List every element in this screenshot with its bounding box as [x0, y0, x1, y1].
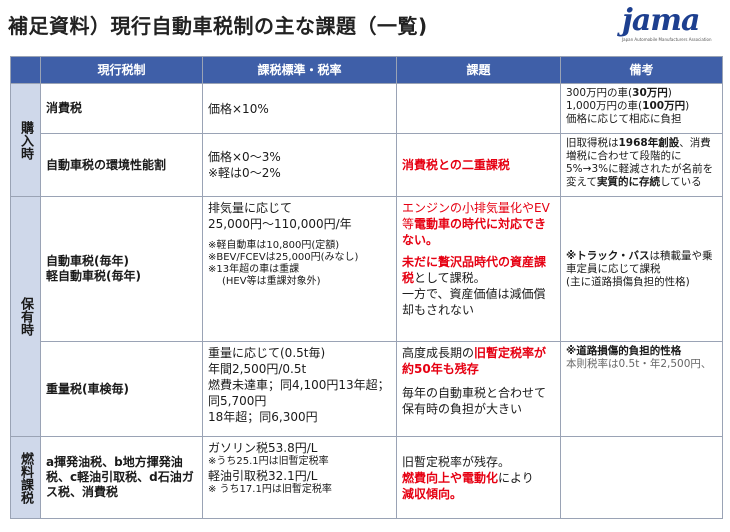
header-name: 現行税制	[40, 56, 203, 84]
table-row: 自動車税の環境性能割 価格×0～3% ※軽は0～2% 消費税との二重課税 旧取得…	[11, 133, 723, 197]
issue-text: として課税。	[414, 271, 486, 285]
remark-text: )	[667, 87, 672, 99]
issue-red-bold: 燃費向上や電動化	[402, 470, 499, 485]
remark-text: は積載量や乗車定員に応じて課税	[566, 249, 713, 275]
table-row: 重量税(車検毎) 重量に応じて(0.5t毎) 年間2,500円/0.5t 燃費未…	[11, 341, 723, 437]
remark-text: 旧取得税は	[566, 137, 619, 149]
issue-red-bold: 電動車の時代に対応できない。	[402, 217, 547, 247]
cell-remarks	[560, 436, 723, 519]
cell-remarks: ※道路損傷的負担的性格 本則税率は0.5t・年2,500円、	[560, 341, 723, 437]
standard-line: ※軽は0～2%	[208, 166, 281, 180]
cell-remarks: 旧取得税は1968年創設、消費増税に合わせて段階的に5%→3%に軽減されたが名前…	[560, 133, 723, 197]
header-issue: 課題	[396, 56, 561, 84]
standard-line: 25,000円～110,000円/年	[208, 217, 352, 231]
table-row: 購入時 消費税 価格×10% 300万円の車(30万円) 1,000万円の車(1…	[10, 83, 723, 197]
header-standard: 課税標準・税率	[202, 56, 397, 84]
remark-text: 300万円の車(	[566, 87, 633, 99]
standard-line: 燃費未達車；同4,100円13年超；同5,700円	[208, 378, 390, 408]
issue-red-bold: 減収傾向。	[402, 486, 463, 501]
issue-text: 旧暫定税率が残存。	[402, 454, 511, 469]
remark-text: している	[659, 176, 702, 188]
cell-remarks: ※トラック・バスは積載量や乗車定員に応じて課税 (主に道路損傷負担的性格)	[560, 196, 723, 342]
section-purchase: 購入時	[10, 83, 41, 197]
cell-remarks: 300万円の車(30万円) 1,000万円の車(100万円) 価格に応じて相応に…	[560, 83, 723, 134]
standard-note: ※軽自動車は10,800円(定額)	[208, 240, 340, 251]
cell-issue: 旧暫定税率が残存。 燃費向上や電動化により 減収傾向。	[396, 436, 561, 519]
standard-line: 18年超；同6,300円	[208, 410, 318, 424]
cell-standard: 価格×10%	[202, 83, 397, 134]
page-title: 補足資料）現行自動車税制の主な課題（一覧)	[8, 14, 428, 38]
cell-standard: 排気量に応じて 25,000円～110,000円/年 ※軽自動車は10,800円…	[202, 196, 397, 342]
issue-text: により	[498, 470, 534, 485]
cell-issue	[396, 83, 561, 134]
jama-logo: jama Japan Automobile Manufacturers Asso…	[622, 6, 722, 48]
remark-text: 、消費増税に合わせて段階的に5%→3%に軽減されたが名前を変えて	[566, 137, 714, 188]
remark-text: (主に道路損傷負担的性格)	[566, 275, 690, 288]
standard-line: 重量に応じて(0.5t毎)	[208, 346, 326, 360]
issue-text: 一方で、資産価値は減価償却もされない	[402, 287, 546, 317]
cell-name: a揮発油税、b地方揮発油税、c軽油引取税、d石油ガス税、消費税	[40, 436, 203, 519]
remark-text: 1,000万円の車(	[566, 100, 643, 112]
table-row: 燃料課税 a揮発油税、b地方揮発油税、c軽油引取税、d石油ガス税、消費税 ガソリ…	[10, 436, 723, 519]
standard-line: 年間2,500円/0.5t	[208, 362, 307, 376]
remark-text: )	[685, 100, 690, 112]
issue-text: 高度成長期の	[402, 346, 475, 360]
cell-standard: 重量に応じて(0.5t毎) 年間2,500円/0.5t 燃費未達車；同4,100…	[202, 341, 397, 437]
name-line: 自動車税(毎年)	[46, 254, 129, 268]
section-fuel: 燃料課税	[10, 436, 41, 519]
remark-bold: 100万円	[642, 100, 686, 112]
section-hold: 保有時	[10, 196, 41, 437]
remark-bold: ※トラック・バス	[566, 249, 650, 262]
remark-bold: 1968年創設	[618, 137, 680, 149]
issue-text: 毎年の自動車税と合わせて保有時の負担が大きい	[402, 386, 547, 416]
standard-note: ※ うち17.1円は旧暫定税率	[208, 484, 332, 495]
issue-red-bold: 旧暫定税率が約50年も残存	[402, 346, 547, 376]
header-remarks: 備考	[560, 56, 723, 84]
standard-note: ※うち25.1円は旧暫定税率	[208, 456, 329, 467]
name-line: 軽自動車税(毎年)	[46, 269, 141, 283]
remark-bold: ※道路損傷的負担的性格	[566, 345, 682, 357]
cell-name: 重量税(車検毎)	[40, 341, 203, 437]
remark-bold: 実質的に存続	[596, 176, 660, 188]
standard-line: 価格×0～3%	[208, 150, 281, 164]
cell-name: 自動車税(毎年) 軽自動車税(毎年)	[40, 196, 203, 342]
standard-note: (HEV等は重課対象外)	[222, 276, 321, 287]
remark-text: 本則税率は0.5t・年2,500円、	[566, 358, 712, 370]
standard-line: 軽油引取税32.1円/L	[208, 469, 318, 483]
logo-subtitle: Japan Automobile Manufacturers Associati…	[622, 37, 712, 42]
issue-red-bold: 未だに贅沢品時代の資産課税	[402, 255, 547, 285]
cell-issue: 高度成長期の旧暫定税率が約50年も残存 毎年の自動車税と合わせて保有時の負担が大…	[396, 341, 561, 437]
standard-note: ※13年超の車は重課	[208, 264, 300, 275]
cell-standard: 価格×0～3% ※軽は0～2%	[202, 133, 397, 197]
standard-line: 排気量に応じて	[208, 201, 293, 215]
table-row: 保有時 自動車税(毎年) 軽自動車税(毎年) 排気量に応じて 25,000円～1…	[10, 196, 723, 437]
remark-text: 価格に応じて相応に負担	[566, 113, 682, 125]
cell-name: 自動車税の環境性能割	[40, 133, 203, 197]
standard-line: ガソリン税53.8円/L	[208, 441, 318, 455]
cell-issue: 消費税との二重課税	[396, 133, 561, 197]
remark-bold: 30万円	[632, 87, 668, 99]
logo-mark: jama	[622, 3, 700, 38]
header-row: 現行税制 課税標準・税率 課題 備考	[10, 56, 723, 84]
cell-issue: エンジンの小排気量化やEV等電動車の時代に対応できない。 未だに贅沢品時代の資産…	[396, 196, 561, 342]
standard-note: ※BEV/FCEVは25,000円(みなし)	[208, 252, 359, 263]
tax-issues-table: 現行税制 課税標準・税率 課題 備考 購入時 消費税 価格×10% 300万円の…	[10, 56, 723, 519]
issue-red: エンジンの小排気量化やEV等	[402, 201, 550, 231]
header-corner	[10, 56, 41, 84]
cell-standard: ガソリン税53.8円/L ※うち25.1円は旧暫定税率 軽油引取税32.1円/L…	[202, 436, 397, 519]
cell-name: 消費税	[40, 83, 203, 134]
